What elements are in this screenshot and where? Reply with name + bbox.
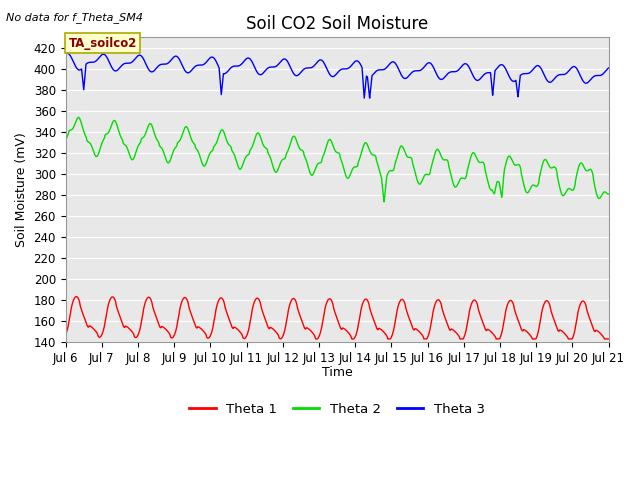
Y-axis label: Soil Moisture (mV): Soil Moisture (mV): [15, 132, 28, 247]
Text: No data for f_Theta_SM4: No data for f_Theta_SM4: [6, 12, 143, 23]
Title: Soil CO2 Soil Moisture: Soil CO2 Soil Moisture: [246, 15, 428, 33]
Text: TA_soilco2: TA_soilco2: [68, 37, 137, 50]
X-axis label: Time: Time: [322, 366, 353, 379]
Legend: Theta 1, Theta 2, Theta 3: Theta 1, Theta 2, Theta 3: [184, 397, 490, 421]
